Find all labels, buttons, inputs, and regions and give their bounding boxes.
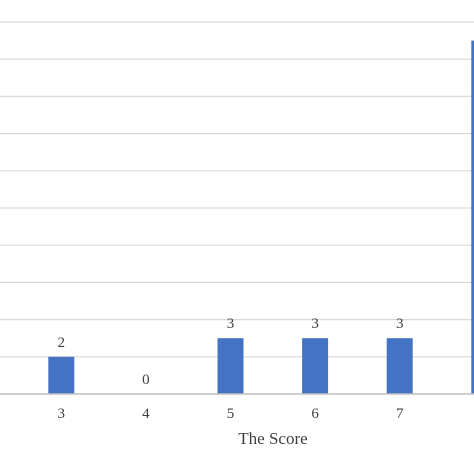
- x-tick-label-4: 4: [142, 406, 150, 422]
- x-tick-label-6: 6: [311, 406, 319, 422]
- x-tick-label-7: 7: [396, 406, 404, 422]
- x-tick-labels: 3 4 5 6 7: [58, 406, 404, 422]
- data-label-7: 3: [396, 316, 404, 332]
- data-label-5: 3: [227, 316, 235, 332]
- x-tick-label-5: 5: [227, 406, 235, 422]
- bars: [48, 40, 474, 394]
- data-label-3: 2: [58, 335, 66, 351]
- data-labels: 2033319: [58, 316, 404, 388]
- data-label-4: 0: [142, 372, 150, 388]
- x-axis-title: The Score: [238, 429, 307, 448]
- data-label-6: 3: [311, 316, 319, 332]
- bar-8: [471, 40, 474, 394]
- bar-3: [48, 356, 75, 394]
- bar-7: [386, 338, 413, 394]
- x-tick-label-3: 3: [58, 406, 66, 422]
- bar-6: [302, 338, 329, 394]
- bar-5: [217, 338, 244, 394]
- gridlines: [0, 21, 474, 358]
